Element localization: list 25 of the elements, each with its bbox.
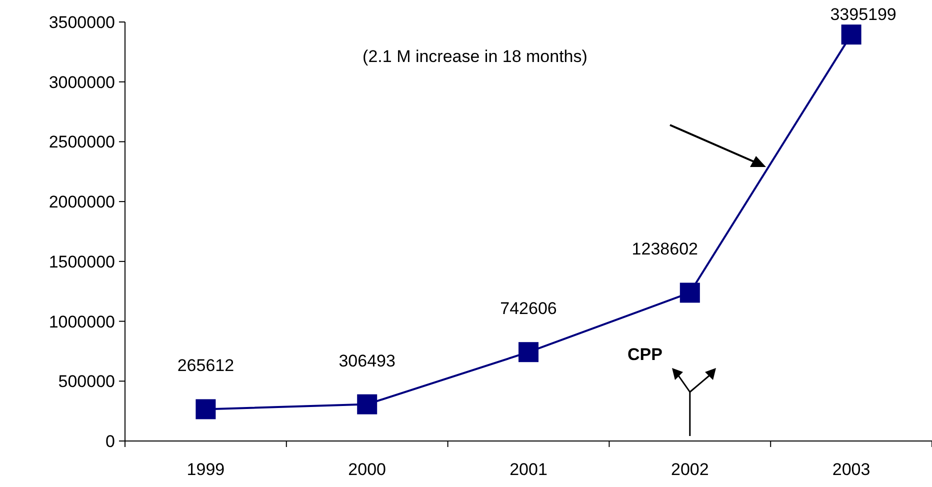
point (680, 282, 700, 303)
y-tick-label: 500000 (58, 372, 115, 392)
y-tick-label: 1000000 (48, 312, 115, 332)
x-tick-label: 1999 (186, 460, 225, 479)
y-tick-label: 2500000 (48, 132, 115, 152)
data-label: 1238602 (632, 240, 698, 259)
y-tick-label: 1500000 (48, 252, 115, 272)
y-tick-label: 2000000 (48, 192, 115, 212)
data-label: 265612 (177, 356, 234, 376)
x-tick-label: 2003 (832, 460, 870, 479)
point (518, 342, 538, 362)
point (841, 24, 862, 45)
data-label: 306493 (338, 351, 396, 370)
x-tick-label: 2000 (348, 460, 386, 479)
y-tick-label: 3000000 (48, 72, 115, 92)
point (196, 399, 216, 420)
y-tick-label: 0 (106, 432, 115, 451)
annotation: (2.1 M increase in 18 months) (362, 47, 588, 66)
x-tick-label: 2001 (510, 460, 548, 479)
y-tick-label: 3500000 (48, 13, 115, 32)
annotation: CPP (628, 345, 662, 364)
x-tick-label: 2002 (670, 460, 709, 479)
point (357, 394, 378, 414)
data-label: 3395199 (830, 5, 896, 24)
data-label: 742606 (500, 299, 557, 318)
